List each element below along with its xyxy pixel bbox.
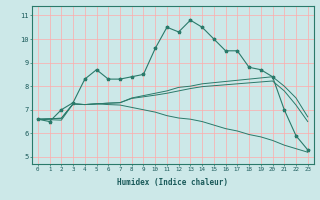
X-axis label: Humidex (Indice chaleur): Humidex (Indice chaleur) (117, 178, 228, 187)
